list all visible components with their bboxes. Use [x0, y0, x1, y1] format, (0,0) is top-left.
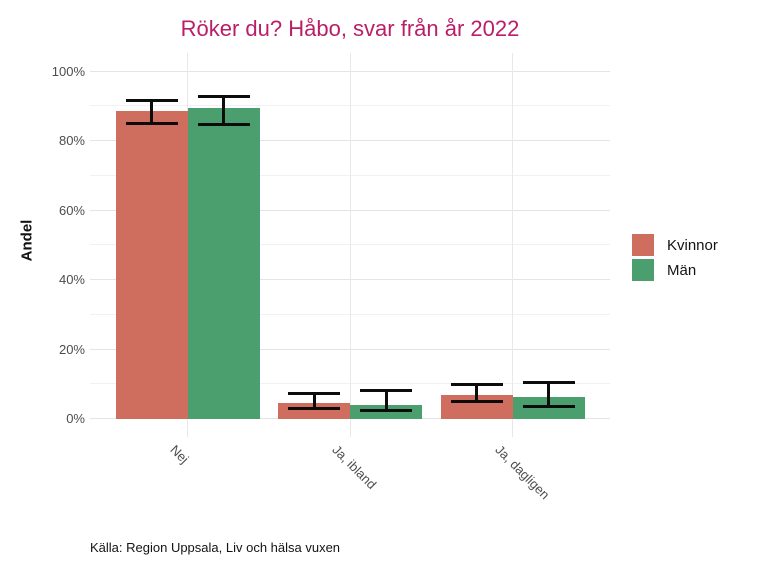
legend-swatch-man	[632, 259, 654, 281]
errorbar-kvinnor-ja-ibland	[288, 391, 340, 410]
errorbar-stem	[150, 99, 153, 126]
errorbar-cap-top	[125, 99, 178, 103]
errorbar-stem	[547, 380, 550, 408]
errorbar-cap-bottom	[360, 409, 412, 413]
errorbar-cap-bottom	[450, 400, 503, 404]
legend-item-kvinnor: Kvinnor	[632, 234, 718, 256]
errorbar-cap-bottom	[288, 406, 340, 410]
x-tick-label-ja-dagligen: Ja, dagligen	[491, 442, 553, 503]
errorbar-cap-bottom	[125, 122, 178, 126]
chart-title: Röker du? Håbo, svar från år 2022	[180, 16, 520, 41]
legend-swatch-kvinnor	[632, 234, 654, 256]
bar-kvinnor-nej	[115, 111, 188, 419]
legend: Kvinnor Män	[632, 234, 718, 284]
legend-label-man: Män	[667, 261, 697, 279]
errorbar-cap-top	[522, 380, 575, 384]
errorbar-stem	[384, 389, 388, 413]
errorbar-cap-top	[450, 382, 503, 386]
errorbar-cap-top	[360, 389, 412, 393]
gridline-vertical-ja-ibland	[349, 53, 351, 437]
errorbar-kvinnor-nej	[125, 99, 178, 126]
y-tick-label-40: 40%	[58, 272, 85, 287]
errorbar-man-ja-ibland	[360, 389, 412, 413]
errorbar-man-nej	[197, 94, 250, 126]
errorbar-cap-bottom	[522, 404, 575, 408]
y-tick-label-0: 0%	[66, 411, 85, 426]
y-tick-label-20: 20%	[58, 341, 85, 357]
plot-panel	[90, 53, 610, 437]
legend-label-kvinnor: Kvinnor	[667, 236, 718, 254]
y-tick-label-100: 100%	[51, 63, 85, 79]
errorbar-kvinnor-ja-dagligen	[450, 382, 503, 404]
gridline-vertical-ja-dagligen	[512, 53, 513, 437]
errorbar-stem	[222, 94, 225, 126]
x-tick-label-nej: Nej	[166, 442, 192, 467]
bar-man-nej	[187, 108, 260, 419]
errorbar-cap-top	[197, 94, 250, 98]
errorbar-cap-top	[288, 391, 340, 395]
bar-man-ja-dagligen	[512, 397, 585, 419]
x-tick-label-ja-ibland: Ja, ibland	[329, 442, 380, 492]
errorbar-cap-bottom	[197, 122, 250, 126]
y-tick-label-80: 80%	[58, 133, 85, 148]
source-note: Källa: Region Uppsala, Liv och hälsa vux…	[90, 540, 341, 555]
legend-item-man: Män	[632, 259, 718, 281]
errorbar-stem	[475, 382, 478, 404]
errorbar-man-ja-dagligen	[522, 380, 575, 408]
errorbar-stem	[312, 391, 316, 410]
y-tick-label-60: 60%	[58, 202, 85, 218]
